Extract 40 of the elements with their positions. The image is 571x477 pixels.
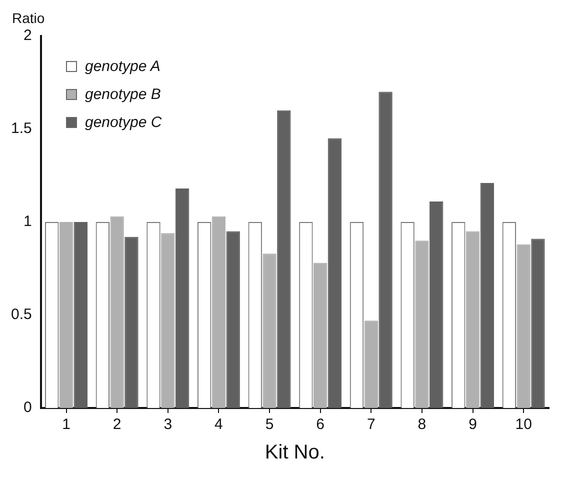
bar <box>262 254 276 408</box>
bar <box>378 92 392 408</box>
bar <box>110 216 124 408</box>
bar <box>161 233 175 408</box>
x-tick-label: 10 <box>515 416 532 434</box>
bar <box>313 262 328 408</box>
bar <box>531 238 545 408</box>
bar <box>415 240 429 408</box>
x-tick-label: 9 <box>468 416 477 434</box>
bar <box>226 231 240 408</box>
bar <box>212 216 226 408</box>
bar <box>364 320 378 408</box>
y-tick-label: 0 <box>24 399 32 416</box>
y-tick-label: 1.5 <box>10 120 32 138</box>
legend-label: genotype A <box>85 58 160 74</box>
bar <box>466 231 480 408</box>
bar <box>175 188 190 408</box>
bar <box>124 236 138 408</box>
bar <box>430 202 444 408</box>
bar <box>277 110 291 408</box>
y-axis-title: Ratio <box>12 10 45 26</box>
bar <box>328 138 342 408</box>
y-tick-label: 0.5 <box>10 306 32 324</box>
x-tick-label: 3 <box>164 416 172 434</box>
x-tick-label: 2 <box>112 416 122 434</box>
x-tick-label: 7 <box>366 416 376 434</box>
x-tick-label: 6 <box>316 416 325 434</box>
x-tick-label: 5 <box>265 416 274 434</box>
bar <box>74 222 88 408</box>
y-tick-label: 1 <box>24 213 32 230</box>
x-tick-label: 4 <box>214 416 223 434</box>
bar <box>480 182 494 408</box>
x-axis-title: Kit No. <box>264 442 325 464</box>
x-tick-label: 8 <box>418 416 426 434</box>
legend-label: genotype C <box>85 114 162 130</box>
y-tick-label: 2 <box>24 27 32 44</box>
x-tick-label: 1 <box>62 416 70 434</box>
legend-label: genotype B <box>85 86 161 102</box>
bar <box>59 222 74 408</box>
bar <box>516 244 530 408</box>
